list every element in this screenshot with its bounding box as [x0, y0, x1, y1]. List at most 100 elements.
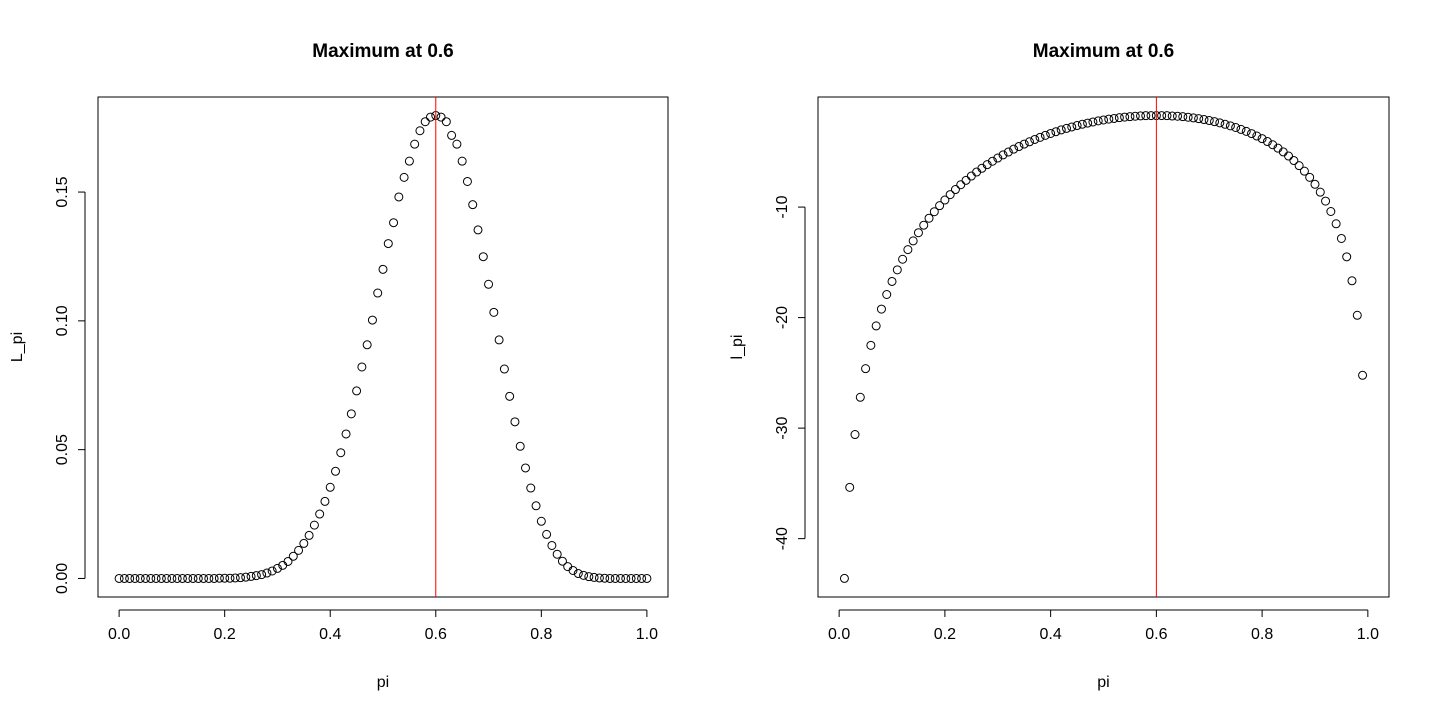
point: [1077, 119, 1087, 129]
point: [373, 288, 383, 298]
point: [998, 150, 1008, 160]
point: [389, 218, 399, 228]
point: [383, 239, 393, 249]
x-tick-label: 0.6: [1145, 626, 1167, 643]
point: [499, 364, 509, 374]
point: [993, 153, 1003, 163]
point: [1204, 116, 1214, 126]
point: [510, 417, 520, 427]
point: [1072, 121, 1082, 131]
point: [346, 409, 356, 419]
point: [919, 220, 929, 230]
point: [1178, 112, 1188, 122]
point: [420, 117, 430, 127]
point: [589, 572, 599, 582]
y-tick-label: 0.05: [54, 434, 71, 465]
point: [299, 538, 309, 548]
point: [600, 573, 610, 583]
point: [573, 569, 583, 579]
point: [283, 556, 293, 566]
point: [457, 156, 467, 166]
point: [547, 540, 557, 550]
y-tick-label: -30: [774, 416, 791, 439]
point: [1067, 122, 1077, 132]
point: [887, 276, 897, 286]
point: [505, 391, 515, 401]
point: [1257, 134, 1267, 144]
point: [1284, 151, 1294, 161]
point: [156, 573, 166, 583]
point: [325, 482, 335, 492]
point: [1141, 111, 1151, 121]
point: [1347, 276, 1357, 286]
point: [1199, 115, 1209, 125]
point: [536, 516, 546, 526]
x-axis-label: pi: [1097, 674, 1109, 691]
point: [1009, 144, 1019, 154]
y-axis-label: L_pi: [9, 332, 26, 362]
point: [367, 315, 377, 325]
point: [341, 429, 351, 439]
point: [531, 501, 541, 511]
point: [183, 573, 193, 583]
point: [903, 245, 913, 255]
point: [214, 573, 224, 583]
point: [1104, 114, 1114, 124]
point: [1136, 111, 1146, 121]
point: [1120, 112, 1130, 122]
point: [1051, 127, 1061, 137]
point: [557, 556, 567, 566]
y-tick-label: -20: [774, 306, 791, 329]
point: [236, 573, 245, 583]
point: [855, 392, 865, 402]
point: [125, 573, 135, 583]
point: [257, 570, 267, 580]
chart-title: Maximum at 0.6: [1033, 41, 1175, 62]
x-tick-label: 0.2: [934, 626, 956, 643]
y-tick-label: -40: [774, 527, 791, 550]
plot-frame: [817, 96, 1390, 598]
point: [850, 430, 860, 440]
point: [1188, 113, 1198, 123]
x-tick-label: 0.6: [425, 626, 447, 643]
y-tick-label: 0.15: [54, 176, 71, 207]
point: [272, 563, 282, 573]
point: [972, 167, 982, 177]
point: [610, 573, 620, 583]
point: [394, 192, 404, 202]
point: [230, 573, 240, 583]
point: [845, 482, 855, 492]
point: [1352, 310, 1362, 320]
point: [1035, 132, 1045, 142]
point: [1019, 139, 1029, 149]
point: [304, 530, 314, 540]
point: [1241, 126, 1251, 136]
y-tick-label: 0.00: [54, 563, 71, 594]
point: [1225, 121, 1235, 131]
point: [378, 264, 388, 274]
point: [135, 573, 145, 583]
point: [594, 573, 604, 583]
point: [1030, 134, 1040, 144]
point: [568, 565, 578, 575]
point: [1305, 172, 1315, 182]
point: [861, 364, 871, 374]
point: [637, 573, 647, 583]
point: [352, 386, 362, 396]
point: [521, 463, 530, 473]
point: [447, 130, 457, 140]
point: [882, 290, 892, 300]
point: [119, 573, 129, 583]
point: [908, 236, 918, 246]
point: [642, 573, 652, 583]
point: [114, 573, 124, 583]
x-tick-label: 1.0: [1357, 626, 1379, 643]
point: [1014, 142, 1024, 152]
point: [177, 573, 187, 583]
x-tick-label: 0.8: [530, 626, 552, 643]
point: [494, 335, 504, 345]
point: [1210, 117, 1220, 127]
point: [309, 520, 319, 530]
point: [452, 139, 462, 149]
point: [331, 466, 340, 476]
